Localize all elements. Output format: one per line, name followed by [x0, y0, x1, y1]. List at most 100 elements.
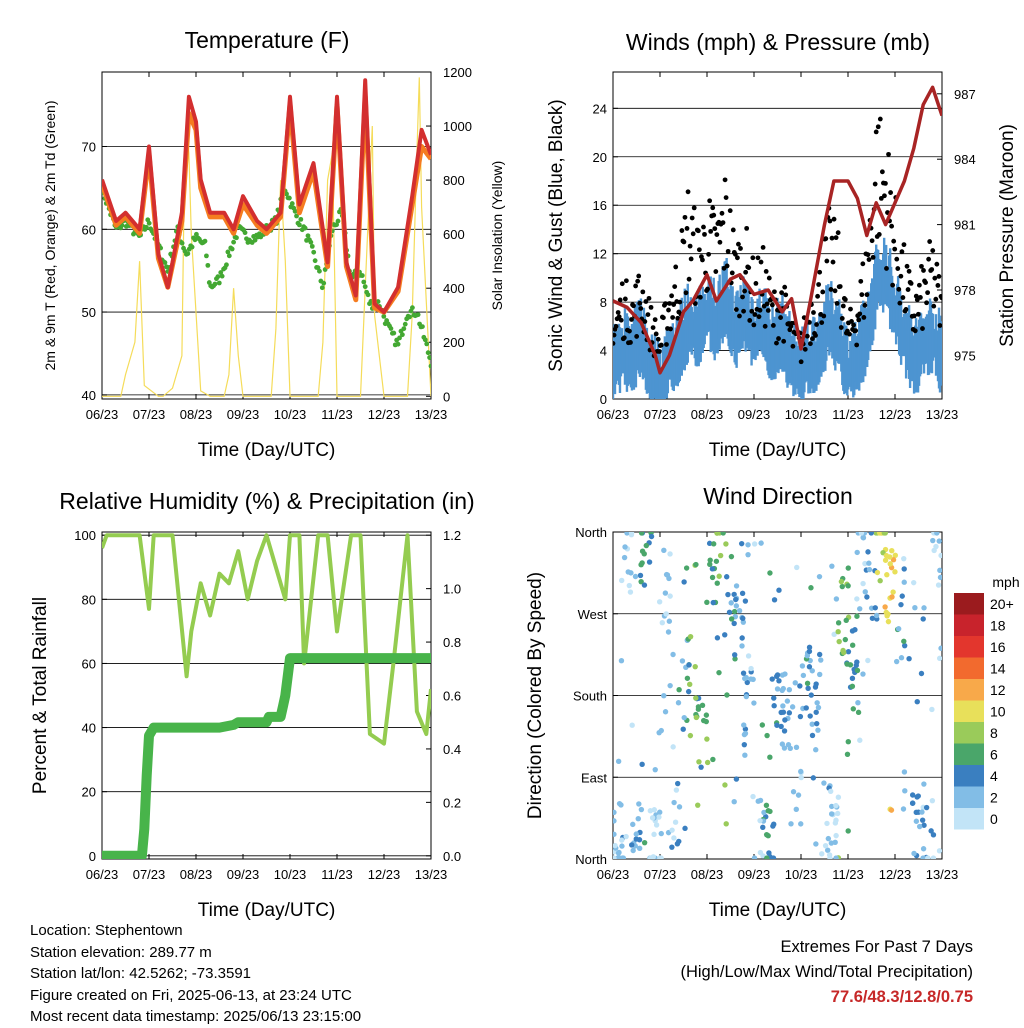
- latest-timestamp: Most recent data timestamp: 2025/06/13 2…: [30, 1008, 362, 1025]
- direction-point: [893, 658, 900, 665]
- direction-point: [717, 552, 724, 559]
- gust-point: [837, 284, 843, 289]
- dewpoint-point: [312, 258, 318, 264]
- gust-point: [631, 303, 636, 309]
- direction-point: [628, 532, 635, 536]
- direction-point: [821, 780, 827, 786]
- direction-point: [881, 532, 887, 536]
- direction-point: [889, 547, 895, 554]
- direction-xtick-label: 11/23: [832, 867, 864, 882]
- direction-point: [901, 566, 907, 572]
- gust-point: [663, 301, 668, 307]
- gust-point: [930, 248, 936, 253]
- direction-point: [651, 807, 658, 813]
- dewpoint-point: [252, 237, 258, 243]
- temperature-xtick-label: 08/23: [180, 407, 213, 422]
- direction-point: [885, 618, 892, 625]
- gust-point: [834, 300, 840, 306]
- station-latlon: Station lat/lon: 42.5262; -73.3591: [30, 965, 252, 982]
- direction-point: [681, 579, 687, 585]
- direction-point: [638, 806, 645, 813]
- gust-point: [636, 273, 642, 279]
- dewpoint-point: [298, 216, 304, 222]
- dewpoint-point: [362, 284, 368, 290]
- gust-point: [634, 334, 640, 339]
- direction-point: [898, 655, 905, 661]
- direction-point: [920, 855, 926, 859]
- direction-point: [743, 693, 750, 700]
- direction-point: [814, 700, 820, 706]
- direction-point: [751, 541, 758, 547]
- dewpoint-point: [234, 235, 239, 241]
- gust-point: [672, 284, 678, 289]
- direction-point: [663, 611, 669, 617]
- direction-point: [693, 695, 699, 701]
- winds-pressure-panel: 0 4 8 12 16 20 24 975 978 981 984 987 06/23 07/23 08/2…: [546, 29, 1018, 461]
- dewpoint-point: [425, 350, 431, 356]
- temperature-ytick-label: 60: [82, 222, 96, 237]
- speed-legend-label: 8: [990, 725, 998, 741]
- gust-point: [916, 282, 922, 288]
- direction-point: [800, 672, 807, 679]
- direction-point: [858, 532, 865, 536]
- direction-point: [936, 848, 942, 854]
- direction-point: [731, 591, 737, 598]
- gust-point: [732, 251, 738, 257]
- direction-point: [637, 572, 644, 579]
- temperature-y2tick-label: 0: [443, 389, 450, 404]
- direction-point: [765, 808, 771, 814]
- direction-point: [687, 681, 693, 687]
- dewpoint-point: [294, 213, 299, 219]
- gust-point: [936, 273, 942, 279]
- dewpoint-point: [401, 326, 407, 332]
- gust-point: [899, 249, 905, 255]
- direction-point: [618, 657, 625, 664]
- direction-ytick-label: South: [573, 689, 607, 704]
- gust-point: [645, 312, 651, 317]
- direction-xlabel: Time (Day/UTC): [709, 900, 847, 921]
- direction-point: [627, 589, 634, 595]
- direction-point: [774, 722, 780, 728]
- direction-point: [700, 717, 707, 724]
- gust-point: [804, 333, 810, 339]
- gust-point: [750, 255, 756, 261]
- direction-xtick-label: 07/23: [644, 867, 677, 882]
- gust-point: [697, 294, 703, 300]
- direction-point: [838, 578, 845, 585]
- gust-point: [623, 278, 629, 284]
- gust-point: [648, 304, 654, 310]
- gust-point: [730, 227, 736, 233]
- dewpoint-point: [305, 233, 311, 239]
- direction-point: [641, 582, 648, 588]
- gust-point: [870, 254, 876, 260]
- gust-point: [763, 269, 769, 274]
- station-elevation: Station elevation: 289.77 m: [30, 943, 212, 961]
- gust-point: [702, 231, 707, 237]
- direction-point: [656, 599, 663, 605]
- gust-point: [769, 302, 775, 308]
- direction-point: [720, 532, 726, 536]
- direction-point: [649, 815, 656, 821]
- dewpoint-point: [399, 332, 405, 338]
- direction-point: [760, 824, 766, 831]
- gust-point: [618, 317, 624, 323]
- direction-point: [810, 775, 817, 781]
- direction-point: [855, 700, 861, 706]
- direction-point: [782, 717, 788, 723]
- direction-point: [723, 541, 729, 547]
- direction-point: [833, 855, 839, 859]
- direction-point: [636, 801, 642, 807]
- direction-point: [716, 669, 722, 676]
- gust-point: [823, 236, 829, 242]
- gust-point: [853, 328, 859, 334]
- gust-point: [679, 228, 685, 233]
- humidity-xtick-label: 09/23: [227, 867, 260, 882]
- direction-point: [662, 709, 669, 715]
- gust-point: [646, 295, 652, 301]
- direction-point: [706, 540, 713, 547]
- gust-point: [735, 255, 740, 261]
- gust-point: [668, 326, 673, 332]
- direction-point: [892, 552, 899, 558]
- temperature-ytick-label: 40: [82, 388, 96, 403]
- gust-point: [765, 308, 771, 313]
